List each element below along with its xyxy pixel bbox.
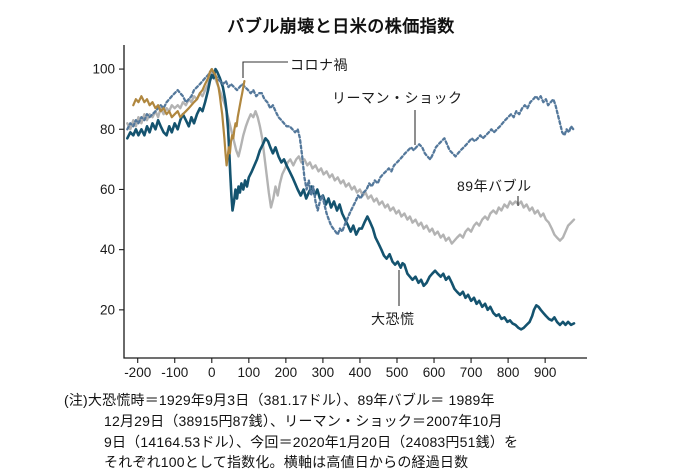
x-tick-label: 200	[275, 365, 298, 380]
footnote-line-1: (注)大恐慌時＝1929年9月3日（381.17ドル）、89年バブル＝ 1989…	[64, 392, 495, 408]
axes	[123, 45, 587, 359]
y-tick-label: 20	[100, 302, 115, 317]
x-tick-label: 300	[312, 365, 335, 380]
x-tick-label: 0	[208, 365, 216, 380]
annotation-label-bubble89: 89年バブル	[457, 178, 532, 194]
x-tick-label: 400	[349, 365, 372, 380]
annotation-label-depression: 大恐慌	[371, 311, 415, 327]
footnote: (注)大恐慌時＝1929年9月3日（381.17ドル）、89年バブル＝ 1989…	[64, 390, 670, 473]
x-tick-label: 800	[497, 365, 520, 380]
x-tick-label: 700	[460, 365, 483, 380]
annotation-label-lehman: リーマン・ショック	[332, 90, 463, 106]
y-tick-label: 100	[92, 62, 115, 77]
x-tick-label: 600	[423, 365, 446, 380]
footnote-line-3: 9日（14164.53ドル）、今回＝2020年1月20日（24083円51銭）を	[104, 433, 519, 450]
x-tick-label: 500	[386, 365, 409, 380]
annotation-label-corona: コロナ禍	[290, 57, 348, 73]
annotation-pointer-corona	[242, 61, 288, 78]
chart-title: バブル崩壊と日米の株価指数	[227, 17, 455, 36]
y-tick-label: 40	[100, 242, 115, 257]
x-tick-label: -100	[161, 365, 188, 380]
footnote-line-4: それぞれ100として指数化。横軸は高値日からの経過日数	[104, 454, 469, 471]
series-line-depression	[126, 67, 576, 331]
series-line-corona	[132, 67, 246, 167]
y-tick-label: 80	[100, 122, 115, 137]
series-line-bubble89	[126, 67, 576, 245]
series-line-lehman	[126, 67, 577, 236]
x-tick-label: 900	[534, 365, 557, 380]
footnote-line-2: 12月29日（38915円87銭）、リーマン・ショック＝2007年10月	[104, 412, 503, 429]
x-tick-label: 100	[238, 365, 261, 380]
y-tick-label: 60	[100, 182, 115, 197]
x-tick-label: -200	[124, 365, 151, 380]
